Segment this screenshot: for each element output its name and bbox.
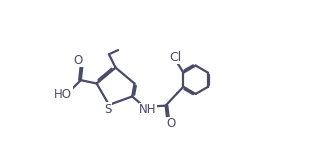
Text: Cl: Cl [170, 51, 182, 64]
Text: HO: HO [54, 88, 72, 101]
Text: NH: NH [139, 103, 157, 116]
Text: O: O [166, 118, 176, 130]
Text: S: S [105, 103, 112, 116]
Text: O: O [74, 54, 83, 67]
